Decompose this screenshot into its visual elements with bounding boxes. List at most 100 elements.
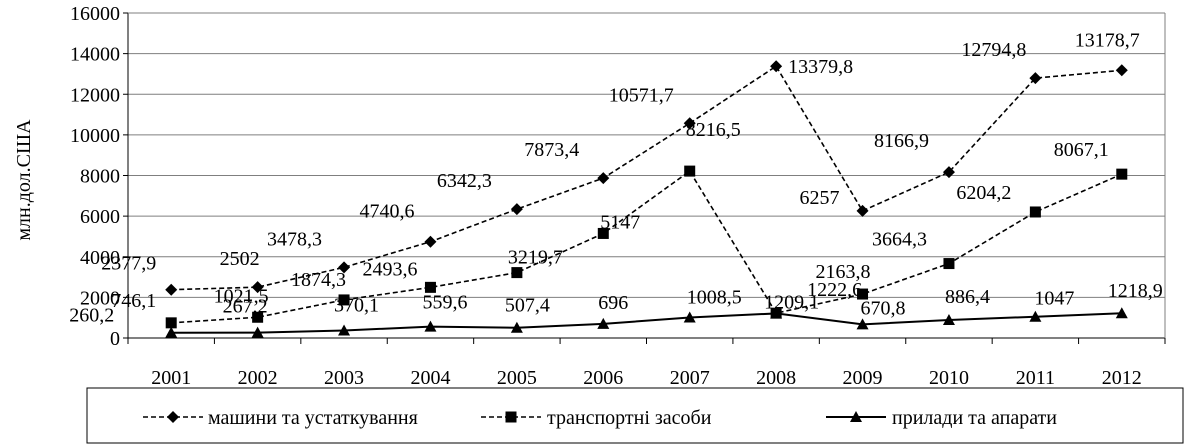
x-tick-label: 2004 [410,367,450,389]
data-label: 8067,1 [1054,139,1109,161]
gridlines [127,12,1166,339]
series-line [171,65,1122,291]
data-label: 1874,3 [291,269,346,291]
legend-item-3: прилади та апарати [826,407,1057,429]
x-tick-label: 2002 [238,367,278,389]
data-label: 1218,9 [1108,280,1163,302]
y-tick-label: 6000 [80,206,120,228]
square-marker [165,317,177,329]
data-label: 886,4 [945,286,990,308]
data-label: 3219,7 [508,247,563,269]
triangle-marker [597,317,610,329]
triangle-marker [683,311,696,323]
data-label: 2493,6 [362,258,417,280]
data-label: 1222,6 [807,279,862,301]
series-3 [165,307,1128,338]
diamond-marker [856,204,869,217]
legend-label: машини та устаткування [208,407,418,429]
diamond-marker [338,261,351,274]
y-tick-label: 2000 [80,287,120,309]
data-label: 1008,5 [687,287,742,309]
legend-box [86,387,1184,444]
data-label: 2163,8 [816,261,871,283]
data-label: 8166,9 [874,130,929,152]
y-tick-label: 16000 [70,3,120,25]
data-label: 267,2 [223,296,268,318]
triangle-marker [338,324,351,336]
square-marker [338,294,350,306]
data-label: 7873,4 [524,139,579,161]
diamond-marker [424,235,437,248]
x-axis-ticks: 2001 2002 2003 2004 2005 2006 2007 2008 2009 2010… [127,338,1166,389]
data-label: 1209,1 [764,291,819,313]
x-tick-label: 2012 [1102,367,1142,389]
triangle-marker [770,307,783,319]
y-tick-label: 12000 [70,84,120,106]
square-marker [252,311,264,323]
y-tick-label: 14000 [70,44,120,66]
diamond-marker [251,281,264,294]
data-label: 507,4 [505,295,550,317]
data-label: 2502 [220,248,260,270]
series-1 [165,60,1128,296]
data-label: 260,2 [69,305,114,327]
y-tick-label: 4000 [80,247,120,269]
data-label: 2377,9 [101,253,156,275]
square-marker [424,281,436,293]
diamond-marker [1029,72,1042,85]
data-label: 13379,8 [788,56,853,78]
diamond-marker [597,172,610,185]
triangle-marker [942,313,955,325]
series-line [171,312,1122,334]
data-label: 746,1 [111,290,156,312]
y-tick-label: 0 [110,328,120,350]
x-tick-label: 2006 [583,367,623,389]
x-tick-label: 2011 [1016,367,1055,389]
triangle-marker [510,321,523,333]
y-axis-label: млн.дол.США [13,119,35,241]
triangle-marker [1115,307,1128,319]
square-marker [597,227,609,239]
x-tick-label: 2008 [756,367,796,389]
data-label: 370,1 [334,294,379,316]
data-label: 1021,5 [214,285,269,307]
square-marker [684,165,696,177]
data-label: 4740,6 [359,201,414,223]
data-label: 13178,7 [1075,29,1140,51]
triangle-marker [165,326,178,338]
legend: машини та устаткування транспортні засоби… [86,387,1184,444]
square-marker [505,411,517,423]
triangle-marker [850,411,862,422]
data-labels: 2377,9 2502 3478,3 4740,6 6342,3 7873,4 10571,… [69,29,1163,326]
data-label: 12794,8 [961,39,1026,61]
data-label: 3664,3 [872,229,927,251]
x-tick-label: 2009 [843,367,883,389]
square-marker [1029,206,1041,218]
x-tick-label: 2010 [929,367,969,389]
legend-item-2: транспортні засоби [481,407,712,429]
x-tick-label: 2005 [497,367,537,389]
data-label: 3478,3 [267,228,322,250]
diamond-marker [770,60,783,73]
data-label: 6257 [800,187,840,209]
series-line [171,169,1123,324]
diamond-marker [510,203,523,216]
series-group [165,60,1128,338]
y-tick-label: 10000 [70,125,120,147]
x-tick-label: 2001 [151,367,191,389]
data-label: 6342,3 [437,170,492,192]
diamond-marker [167,411,179,423]
square-marker [511,267,523,279]
data-label: 696 [598,292,628,314]
legend-item-1: машини та устаткування [143,407,418,429]
legend-label: прилади та апарати [892,407,1057,429]
data-label: 8216,5 [686,119,741,141]
diamond-marker [942,166,955,179]
x-tick-label: 2007 [670,367,710,389]
square-marker [857,288,869,300]
data-label: 6204,2 [956,182,1011,204]
data-label: 5147 [600,211,640,233]
square-marker [1116,168,1128,180]
legend-label: транспортні засоби [547,407,712,429]
